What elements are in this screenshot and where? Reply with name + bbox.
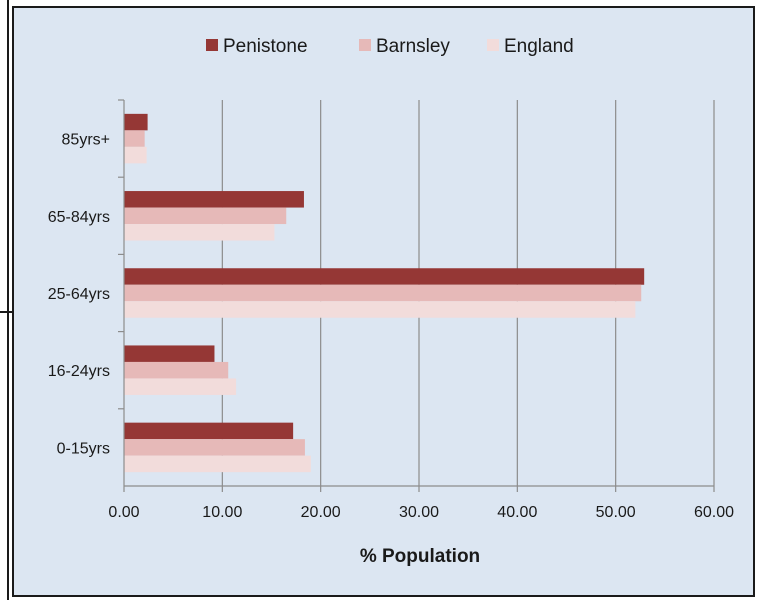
bar-penistone-65-84yrs (124, 191, 304, 208)
bars (124, 113, 645, 473)
y-tick-label: 85yrs+ (62, 132, 110, 149)
bar-england-25-64yrs (124, 301, 636, 318)
bar-penistone-85yrs (124, 113, 148, 131)
bar-barnsley-0-15yrs (124, 439, 305, 456)
x-tick-label: 30.00 (399, 504, 439, 521)
bar-england-85yrs (124, 146, 147, 164)
x-tick-labels: 0.00 10.00 20.00 30.00 40.00 50.00 60.00 (108, 504, 734, 521)
x-tick-label: 40.00 (497, 504, 537, 521)
bar-barnsley-25-64yrs (124, 284, 642, 302)
bar-england-0-15yrs (124, 455, 311, 473)
bar-penistone-0-15yrs (124, 422, 294, 440)
bar-penistone-25-64yrs (124, 268, 645, 285)
legend-swatch-penistone (206, 39, 218, 51)
legend: Penistone Barnsley England (206, 36, 574, 57)
x-axis-title: % Population (360, 546, 480, 567)
bar-barnsley-16-24yrs (124, 361, 229, 379)
bar-penistone-16-24yrs (124, 345, 215, 362)
legend-swatch-england (487, 39, 499, 51)
y-tick-label: 0-15yrs (57, 440, 110, 457)
bar-barnsley-65-84yrs (124, 207, 287, 225)
x-tick-label: 10.00 (202, 504, 242, 521)
bar-england-16-24yrs (124, 378, 237, 395)
legend-label-barnsley: Barnsley (376, 36, 450, 57)
axes (118, 99, 715, 492)
bar-barnsley-85yrs (124, 130, 145, 147)
bar-england-65-84yrs (124, 224, 275, 241)
x-tick-label: 50.00 (596, 504, 636, 521)
y-tick-label: 65-84yrs (48, 209, 110, 226)
legend-label-england: England (504, 36, 574, 57)
legend-label-penistone: Penistone (223, 36, 308, 57)
y-tick-label: 16-24yrs (48, 363, 110, 380)
x-tick-label: 0.00 (108, 504, 139, 521)
legend-swatch-barnsley (359, 39, 371, 51)
y-tick-label: 25-64yrs (48, 286, 110, 303)
x-tick-label: 60.00 (694, 504, 734, 521)
x-tick-label: 20.00 (301, 504, 341, 521)
y-tick-labels: 0-15yrs 16-24yrs 25-64yrs 65-84yrs 85yrs+ (48, 132, 110, 458)
